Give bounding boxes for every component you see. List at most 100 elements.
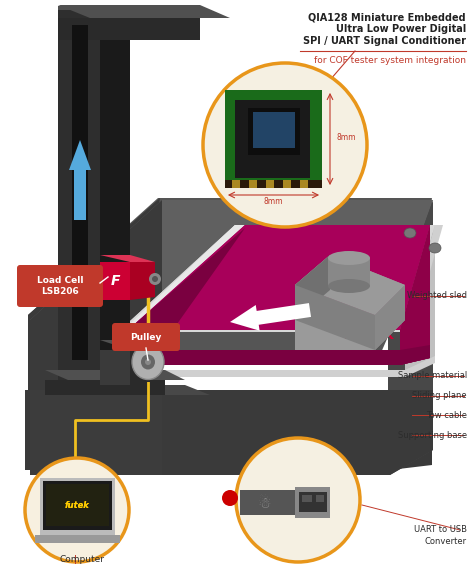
Ellipse shape <box>142 355 154 365</box>
Polygon shape <box>100 10 130 390</box>
Bar <box>316 495 324 502</box>
Text: QIA128 Miniature Embedded: QIA128 Miniature Embedded <box>309 12 466 22</box>
Text: ☃: ☃ <box>258 496 272 511</box>
Polygon shape <box>30 200 433 320</box>
Polygon shape <box>30 390 162 475</box>
Text: Weighted sled: Weighted sled <box>407 292 467 300</box>
Polygon shape <box>390 200 433 475</box>
Polygon shape <box>35 535 120 543</box>
Polygon shape <box>28 240 430 355</box>
Polygon shape <box>375 285 405 350</box>
Polygon shape <box>45 370 185 380</box>
Polygon shape <box>100 350 130 385</box>
Ellipse shape <box>404 228 416 238</box>
Polygon shape <box>40 478 115 535</box>
Ellipse shape <box>132 344 164 379</box>
Polygon shape <box>400 225 430 365</box>
Polygon shape <box>162 390 433 475</box>
Bar <box>302 495 312 502</box>
Text: 8mm: 8mm <box>263 197 283 206</box>
Ellipse shape <box>429 243 441 253</box>
Polygon shape <box>235 100 310 178</box>
Polygon shape <box>295 255 405 315</box>
Bar <box>266 180 274 188</box>
Bar <box>232 180 240 188</box>
Circle shape <box>149 273 161 285</box>
Polygon shape <box>295 255 330 320</box>
Text: Load Cell
LSB206: Load Cell LSB206 <box>37 276 83 296</box>
Polygon shape <box>128 345 430 365</box>
Circle shape <box>236 438 360 562</box>
Bar <box>300 180 308 188</box>
Polygon shape <box>58 18 200 40</box>
Polygon shape <box>55 385 210 395</box>
Polygon shape <box>128 228 245 365</box>
Ellipse shape <box>145 359 151 365</box>
Polygon shape <box>130 350 150 382</box>
Polygon shape <box>100 255 155 262</box>
Polygon shape <box>46 484 109 526</box>
Text: Sliding plane: Sliding plane <box>412 391 467 401</box>
Polygon shape <box>45 380 165 395</box>
Polygon shape <box>28 198 160 470</box>
FancyBboxPatch shape <box>112 323 180 351</box>
Polygon shape <box>295 487 330 518</box>
Text: Sample material: Sample material <box>398 371 467 380</box>
Text: Supporting base: Supporting base <box>398 430 467 439</box>
Polygon shape <box>295 285 375 350</box>
Ellipse shape <box>328 279 370 293</box>
Circle shape <box>25 458 129 562</box>
Circle shape <box>203 63 367 227</box>
Bar <box>283 180 291 188</box>
Polygon shape <box>118 225 435 332</box>
Polygon shape <box>46 484 109 526</box>
Bar <box>249 180 257 188</box>
Text: F: F <box>110 274 120 288</box>
Ellipse shape <box>126 343 138 353</box>
Bar <box>299 492 327 512</box>
FancyBboxPatch shape <box>17 265 103 307</box>
Polygon shape <box>248 108 300 155</box>
Polygon shape <box>405 225 443 332</box>
Polygon shape <box>295 255 330 320</box>
Polygon shape <box>225 90 322 188</box>
Polygon shape <box>130 262 155 300</box>
Text: Pulley: Pulley <box>130 332 162 342</box>
Polygon shape <box>405 225 435 375</box>
Polygon shape <box>35 535 120 543</box>
Polygon shape <box>375 285 405 350</box>
Polygon shape <box>58 5 230 18</box>
Polygon shape <box>128 225 430 330</box>
Text: Computer: Computer <box>60 555 105 564</box>
Polygon shape <box>25 350 432 470</box>
Polygon shape <box>30 200 162 475</box>
Polygon shape <box>28 198 432 315</box>
Polygon shape <box>43 481 112 530</box>
Polygon shape <box>72 25 88 360</box>
Circle shape <box>152 276 158 282</box>
Ellipse shape <box>328 251 370 265</box>
Ellipse shape <box>141 355 155 370</box>
Polygon shape <box>253 112 295 148</box>
Text: futek: futek <box>64 500 90 509</box>
Bar <box>328 258 370 286</box>
Polygon shape <box>118 232 235 380</box>
Polygon shape <box>225 180 322 188</box>
Polygon shape <box>40 478 115 535</box>
Text: for COF tester system integration: for COF tester system integration <box>314 56 466 65</box>
Polygon shape <box>240 490 295 515</box>
Polygon shape <box>100 262 130 300</box>
Polygon shape <box>58 10 100 390</box>
FancyArrow shape <box>69 140 91 220</box>
FancyArrow shape <box>230 303 311 331</box>
Text: 8mm: 8mm <box>337 134 356 143</box>
Polygon shape <box>118 225 245 335</box>
Text: futek: futek <box>64 500 90 509</box>
Polygon shape <box>128 225 430 330</box>
Polygon shape <box>100 340 150 350</box>
Text: Ultra Low Power Digital: Ultra Low Power Digital <box>336 24 466 34</box>
Polygon shape <box>58 6 130 10</box>
Polygon shape <box>388 198 432 465</box>
Polygon shape <box>295 255 405 315</box>
Text: FUTEK: FUTEK <box>345 328 395 342</box>
